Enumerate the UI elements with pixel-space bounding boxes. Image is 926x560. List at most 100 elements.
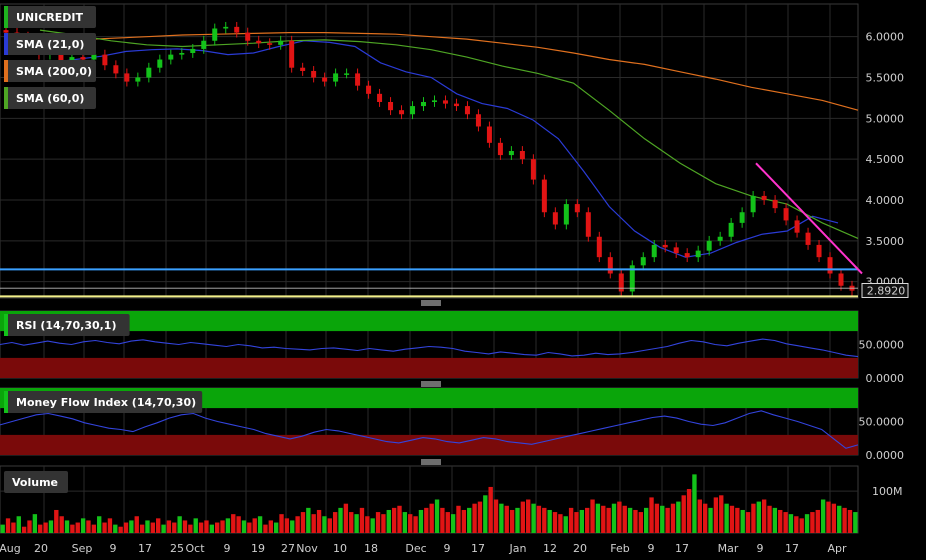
volume-bar xyxy=(32,514,38,533)
volume-bar xyxy=(91,524,97,533)
price-tick-label: 5.5000 xyxy=(866,72,905,85)
volume-bar xyxy=(611,503,617,533)
candle-body xyxy=(596,236,602,258)
volume-bar xyxy=(38,524,43,533)
volume-bar xyxy=(102,522,107,533)
volume-bar xyxy=(585,507,590,533)
volume-bar xyxy=(831,503,837,533)
volume-bar xyxy=(156,518,161,533)
candle-body xyxy=(794,220,800,233)
candle-body xyxy=(344,73,350,75)
volume-bar xyxy=(177,516,182,533)
volume-bar xyxy=(54,509,59,533)
volume-bar xyxy=(520,501,526,533)
volume-bar xyxy=(729,505,735,533)
legend-tag-sma21[interactable] xyxy=(4,33,96,55)
volume-bar xyxy=(118,526,123,533)
volume-bar xyxy=(123,522,129,533)
volume-bar xyxy=(391,507,397,533)
volume-bar xyxy=(48,520,54,533)
x-tick-label: Aug xyxy=(0,542,21,555)
candle-body xyxy=(190,48,196,53)
candle-body xyxy=(761,195,767,200)
x-tick-label: Feb xyxy=(610,542,629,555)
sma-line-1 xyxy=(39,31,859,111)
x-tick-label: Apr xyxy=(827,542,847,555)
candle-body xyxy=(399,110,405,115)
candle-body xyxy=(783,208,789,221)
volume-bar xyxy=(413,516,418,533)
volume-bar xyxy=(161,524,166,533)
candle-body xyxy=(201,40,207,49)
volume-bar xyxy=(826,501,831,533)
volume-bar xyxy=(815,509,820,533)
price-tick-label: 6.0000 xyxy=(866,31,905,44)
volume-bar xyxy=(542,507,547,533)
legend-tag-sma200[interactable] xyxy=(4,60,96,82)
volume-bar xyxy=(563,516,568,533)
candle-body xyxy=(618,273,624,292)
volume-bar xyxy=(601,505,606,533)
price-rsi-splitter[interactable] xyxy=(421,300,441,306)
volume-bar xyxy=(386,509,391,533)
volume-bar xyxy=(290,520,295,533)
volume-bar xyxy=(531,503,536,533)
price-tick-label: 4.5000 xyxy=(866,153,905,166)
volume-bar xyxy=(64,520,70,533)
volume-bar xyxy=(11,522,16,533)
volume-bar xyxy=(263,524,268,533)
mfi-tag[interactable] xyxy=(4,391,203,413)
volume-bar xyxy=(107,518,113,533)
volume-bar xyxy=(129,520,134,533)
x-tick-label: 17 xyxy=(138,542,152,555)
volume-bar xyxy=(783,512,788,533)
candle-body xyxy=(146,67,152,78)
volume-bar xyxy=(16,516,21,533)
volume-bar xyxy=(5,518,11,533)
last-price-label: 2.8920 xyxy=(867,284,906,297)
candle-body xyxy=(607,257,613,274)
volume-tag[interactable] xyxy=(4,471,68,493)
volume-bar xyxy=(788,514,794,533)
volume-bar xyxy=(424,507,429,533)
candle-body xyxy=(157,59,163,68)
volume-bar xyxy=(225,518,231,533)
candle-body xyxy=(245,32,251,41)
legend-tag-unicredit[interactable] xyxy=(4,6,96,28)
volume-bar xyxy=(418,509,424,533)
volume-bar xyxy=(86,520,91,533)
volume-bar xyxy=(300,512,306,533)
candle-body xyxy=(530,159,536,180)
legend-label-sma200: SMA (200,0) xyxy=(16,65,92,78)
volume-bar xyxy=(488,486,493,533)
candle-body xyxy=(80,57,86,60)
mfi-volume-splitter[interactable] xyxy=(421,459,441,465)
volume-bar xyxy=(552,512,558,533)
candle-body xyxy=(827,257,833,274)
volume-bar xyxy=(338,507,343,533)
candle-body xyxy=(541,179,547,213)
volume-bar xyxy=(182,520,188,533)
rsi-mfi-splitter[interactable] xyxy=(421,381,441,387)
candle-body xyxy=(300,67,306,71)
rsi-tag[interactable] xyxy=(4,314,130,336)
mfi-name: Money Flow Index (14,70,30) xyxy=(16,396,196,409)
legend-tag-sma60[interactable] xyxy=(4,87,96,109)
candle-body xyxy=(421,102,427,107)
x-tick-label: 19 xyxy=(251,542,265,555)
volume-bar xyxy=(692,474,697,533)
rsi-tick-0: 0.0000 xyxy=(866,372,905,385)
volume-bar xyxy=(279,514,284,533)
legend-label-sma60: SMA (60,0) xyxy=(16,92,84,105)
volume-bar xyxy=(772,507,778,533)
volume-bar xyxy=(429,503,434,533)
candle-body xyxy=(695,250,701,258)
volume-bar xyxy=(316,509,322,533)
volume-bar xyxy=(343,503,349,533)
volume-bar xyxy=(504,505,509,533)
volume-bar xyxy=(676,501,681,533)
volume-bar xyxy=(638,512,643,533)
candle-body xyxy=(69,57,75,62)
volume-bar xyxy=(799,518,804,533)
volume-bar xyxy=(97,516,102,533)
